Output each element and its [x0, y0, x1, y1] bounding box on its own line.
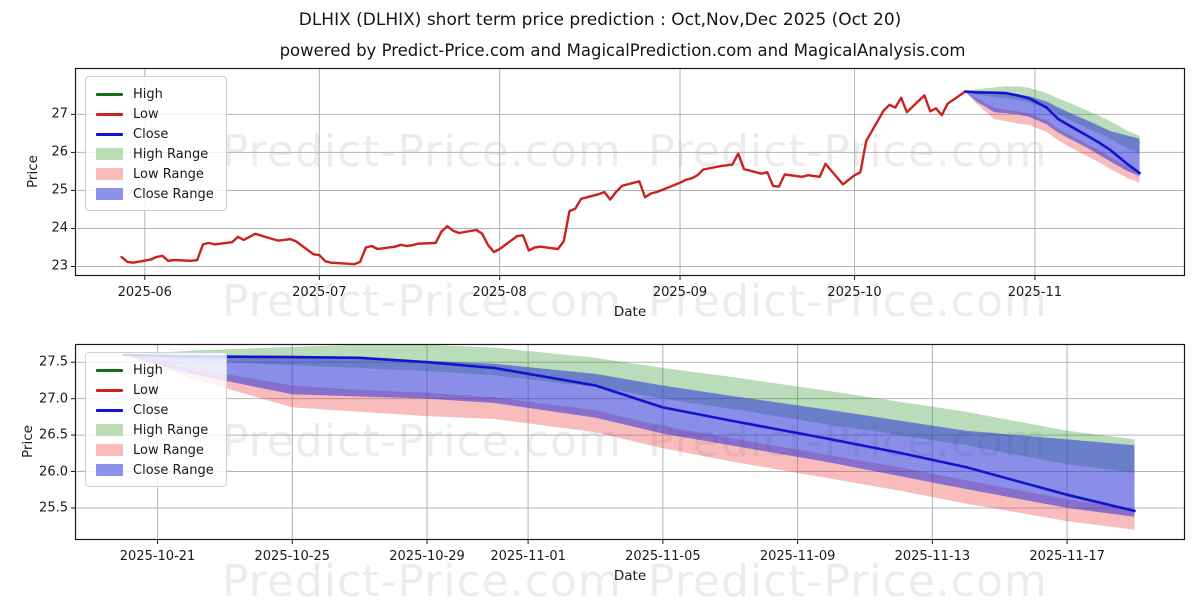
legend-label: High Range: [133, 422, 209, 438]
y-axis-label-bottom-chart: Price: [20, 425, 36, 459]
close-range-band: [123, 354, 1135, 517]
legend-item-low-range: Low Range: [96, 164, 214, 184]
y-tick-label: 26.0: [39, 464, 68, 479]
x-tick-label: 2025-10-21: [119, 549, 196, 564]
close-swatch: [96, 132, 123, 136]
high-range-swatch: [96, 148, 123, 160]
watermark-text: Predict-Price.com: [648, 276, 1048, 327]
y-tick-label: 27.5: [39, 354, 68, 370]
legend-item-low-range: Low Range: [96, 440, 214, 460]
legend-label: Low Range: [133, 442, 204, 458]
x-tick-label: 2025-11-05: [625, 549, 701, 564]
legend-item-low: Low: [96, 104, 214, 124]
legend-label: High: [133, 362, 163, 378]
x-axis-label-bottom-chart: Date: [613, 568, 647, 584]
x-tick-label: 2025-10-29: [389, 549, 465, 564]
legend-item-low: Low: [96, 380, 214, 400]
close-range-swatch: [96, 464, 123, 476]
chart-canvas: [71, 343, 1186, 544]
legend-label: Close: [133, 402, 169, 418]
watermark-text: Predict-Price.com: [222, 126, 622, 177]
low-range-band: [123, 354, 1135, 530]
x-tick-label: 2025-10-25: [254, 549, 331, 564]
legend-item-high-range: High Range: [96, 144, 214, 164]
legend-item-close: Close: [96, 124, 214, 144]
plot-border: [74, 343, 1186, 541]
y-tick-label: 25.5: [39, 500, 68, 516]
y-axis-label-top-chart: Price: [25, 155, 41, 189]
low-swatch: [96, 112, 123, 116]
low-range-band: [965, 91, 1140, 183]
x-tick-label: 2025-11-09: [759, 549, 836, 564]
price-history-line: [120, 90, 967, 266]
figure-title: DLHIX (DLHIX) short term price predictio…: [298, 10, 902, 30]
y-tick-label: 27: [51, 106, 68, 122]
legend: High Low Close High Range Low Range Close Ran…: [85, 352, 227, 487]
legend-label: Close: [133, 126, 169, 142]
high-range-swatch: [96, 424, 123, 436]
legend-item-close-range: Close Range: [96, 460, 214, 480]
watermark-text: Predict-Price.com: [648, 556, 1048, 607]
low-range-swatch: [96, 444, 123, 456]
close-range-swatch: [96, 188, 123, 200]
legend-label: Low: [133, 382, 159, 398]
high-swatch: [96, 368, 123, 372]
x-tick-label: 2025-11: [1007, 285, 1063, 300]
x-tick-label: 2025-10: [827, 285, 882, 300]
close-swatch: [96, 408, 123, 412]
legend-label: Close Range: [133, 462, 214, 478]
x-tick-label: 2025-09: [652, 285, 708, 300]
y-tick-label: 26.5: [39, 427, 68, 443]
x-axis-label-top-chart: Date: [613, 304, 647, 320]
x-tick-label: 2025-08: [472, 285, 527, 300]
legend-label: Low Range: [133, 166, 204, 182]
x-tick-label: 2025-11-17: [1029, 549, 1105, 564]
watermark-text: Predict-Price.com: [222, 276, 622, 327]
legend-item-high: High: [96, 360, 214, 380]
x-tick-label: 2025-11-01: [490, 549, 566, 564]
close-range-band: [965, 91, 1140, 176]
y-tick-label: 26: [51, 144, 68, 160]
legend-item-close: Close: [96, 400, 214, 420]
close-forecast-line: [122, 353, 1136, 513]
watermark-text: Predict-Price.com: [222, 416, 622, 467]
low-swatch: [96, 388, 123, 392]
y-tick-label: 27.0: [39, 391, 68, 407]
plot-border: [74, 67, 1186, 277]
y-tick-label: 24: [51, 220, 68, 236]
y-tick-label: 23: [51, 258, 68, 274]
forecast-detail-chart: 2025-10-21 2025-10-25 2025-10-29 2025-11-01…: [39, 343, 1186, 564]
y-tick-label: 25: [51, 182, 68, 198]
close-forecast-line: [963, 90, 1141, 175]
legend-label: Low: [133, 106, 159, 122]
high-swatch: [96, 92, 123, 96]
legend-item-high: High: [96, 84, 214, 104]
watermark-text: Predict-Price.com: [222, 556, 622, 607]
legend-item-close-range: Close Range: [96, 184, 214, 204]
x-tick-label: 2025-06: [117, 285, 172, 300]
legend: High Low Close High Range Low Range Close Ran…: [85, 76, 227, 211]
legend-label: High Range: [133, 146, 209, 162]
price-history-forecast-chart: 2025-06 2025-07 2025-08 2025-09 2025-10 2025-…: [51, 67, 1186, 300]
chart-canvas: [71, 67, 1186, 280]
x-tick-label: 2025-07: [292, 285, 347, 300]
legend-item-high-range: High Range: [96, 420, 214, 440]
low-range-swatch: [96, 168, 123, 180]
legend-label: Close Range: [133, 186, 214, 202]
legend-label: High: [133, 86, 163, 102]
figure-subtitle: powered by Predict-Price.com and Magical…: [279, 41, 966, 60]
x-tick-label: 2025-11-13: [894, 549, 971, 564]
